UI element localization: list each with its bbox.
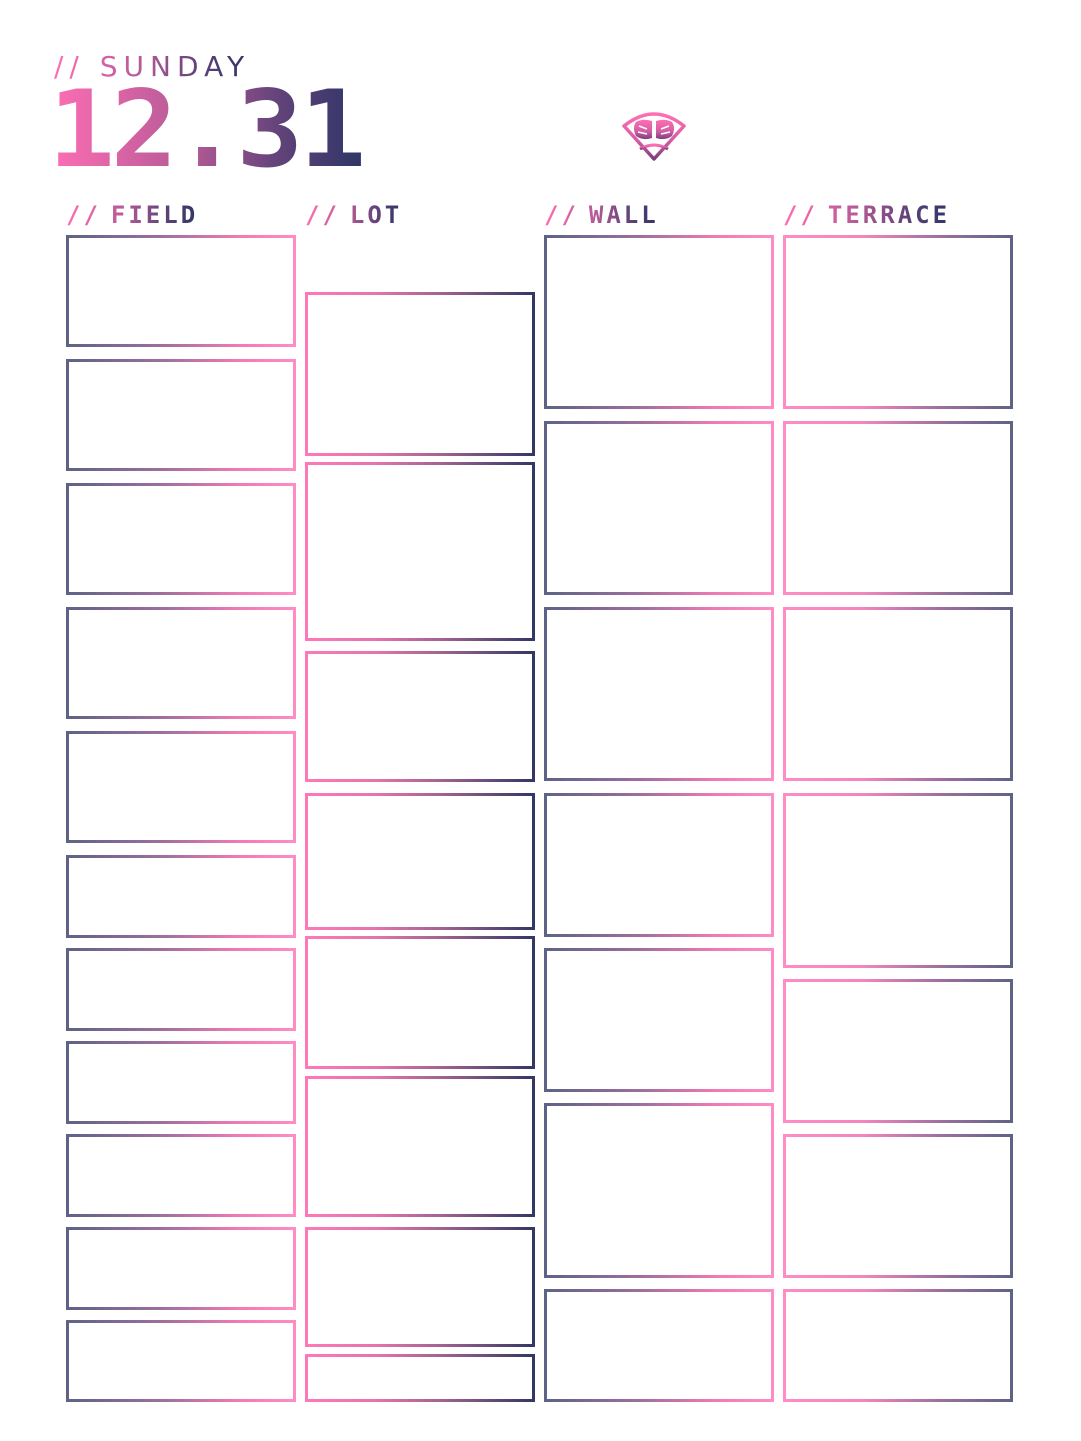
- terrace-slot-box[interactable]: [783, 421, 1013, 595]
- lot-slot-box[interactable]: [305, 1227, 535, 1347]
- field-slot-box[interactable]: [66, 1041, 296, 1124]
- slashes-icon: //: [66, 201, 101, 229]
- wall-slot-box[interactable]: [544, 1289, 774, 1402]
- column-header-lot: // LOT: [305, 200, 402, 230]
- terrace-slot-box[interactable]: [783, 1134, 1013, 1278]
- field-slot-box[interactable]: [66, 731, 296, 843]
- field-slot-box[interactable]: [66, 359, 296, 471]
- field-slot-box[interactable]: [66, 948, 296, 1031]
- terrace-slot-box[interactable]: [783, 1289, 1013, 1402]
- lot-slot-box[interactable]: [305, 936, 535, 1069]
- lot-slot-box[interactable]: [305, 793, 535, 930]
- field-slot-box[interactable]: [66, 1227, 296, 1310]
- lot-slot-box[interactable]: [305, 462, 535, 641]
- slashes-icon: //: [305, 201, 340, 229]
- column-header-wall: // WALL: [544, 200, 659, 230]
- column-header-field: // FIELD: [66, 200, 198, 230]
- lot-slot-box[interactable]: [305, 1076, 535, 1217]
- field-slot-box[interactable]: [66, 483, 296, 595]
- terrace-slot-box[interactable]: [783, 979, 1013, 1123]
- terrace-slot-box[interactable]: [783, 235, 1013, 409]
- field-slot-box[interactable]: [66, 1134, 296, 1217]
- slashes-icon: //: [783, 201, 818, 229]
- wall-slot-box[interactable]: [544, 793, 774, 937]
- field-slot-box[interactable]: [66, 607, 296, 719]
- column-title: FIELD: [110, 201, 199, 229]
- slashes-icon: //: [544, 201, 579, 229]
- lot-slot-box[interactable]: [305, 651, 535, 782]
- wall-slot-box[interactable]: [544, 235, 774, 409]
- column-title: LOT: [349, 201, 403, 229]
- lot-slot-box[interactable]: [305, 1354, 535, 1402]
- terrace-slot-box[interactable]: [783, 793, 1013, 968]
- column-header-terrace: // TERRACE: [783, 200, 950, 230]
- column-title: WALL: [588, 201, 659, 229]
- wall-slot-box[interactable]: [544, 607, 774, 781]
- field-slot-box[interactable]: [66, 855, 296, 938]
- wall-slot-box[interactable]: [544, 421, 774, 595]
- field-slot-box[interactable]: [66, 235, 296, 347]
- field-slot-box[interactable]: [66, 1320, 296, 1402]
- terrace-slot-box[interactable]: [783, 607, 1013, 781]
- column-title: TERRACE: [827, 201, 951, 229]
- ballpark-fan-logo-icon: [621, 108, 687, 162]
- wall-slot-box[interactable]: [544, 1103, 774, 1278]
- date-title: 12.31: [48, 68, 366, 191]
- wall-slot-box[interactable]: [544, 948, 774, 1092]
- lot-slot-box[interactable]: [305, 292, 535, 456]
